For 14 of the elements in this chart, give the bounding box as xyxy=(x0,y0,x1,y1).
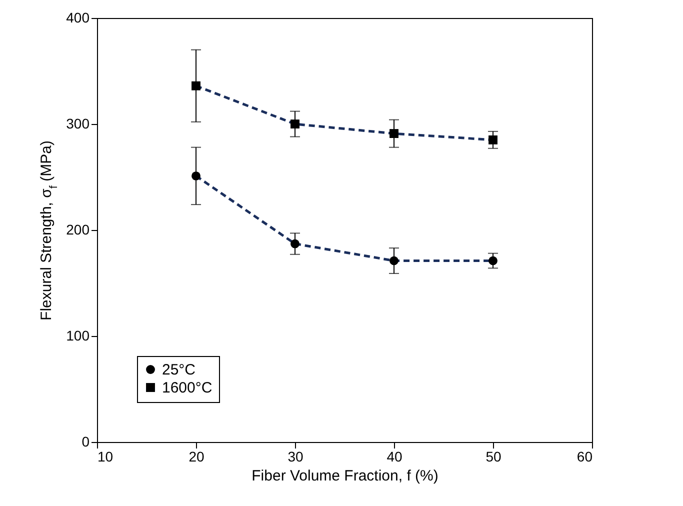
legend-label: 25°C xyxy=(162,362,196,378)
y-tick-label: 400 xyxy=(66,10,90,26)
x-tick-label: 50 xyxy=(486,448,502,464)
x-tick-label: 10 xyxy=(98,448,114,464)
x-tick-label: 30 xyxy=(288,448,304,464)
x-axis-title: Fiber Volume Fraction, f (%) xyxy=(252,468,438,484)
y-tick-label: 200 xyxy=(66,222,90,238)
y-tick-label: 100 xyxy=(66,328,90,344)
x-tick-label: 20 xyxy=(188,448,204,464)
x-tick-label: 60 xyxy=(576,448,593,464)
legend-label: 1600°C xyxy=(162,380,212,396)
x-tick-label: 40 xyxy=(386,448,402,464)
y-tick-label: 0 xyxy=(82,434,90,450)
y-tick-label: 300 xyxy=(66,116,90,132)
